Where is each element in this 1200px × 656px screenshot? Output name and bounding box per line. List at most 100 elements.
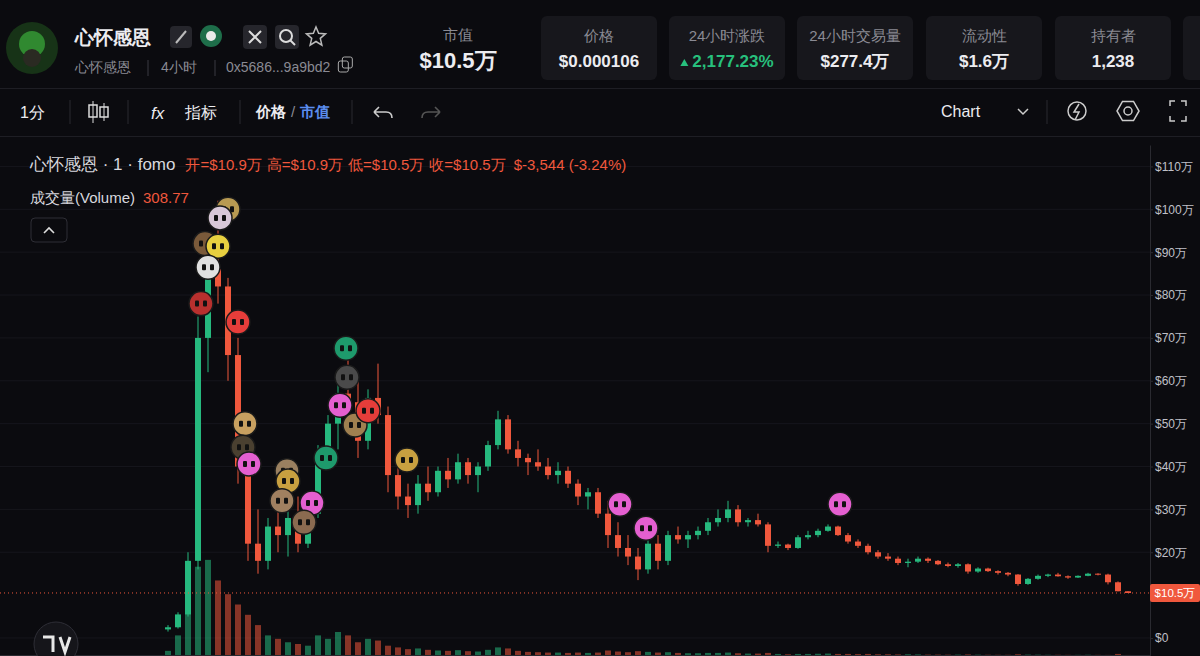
settings-icon[interactable] — [1117, 101, 1139, 120]
market-cap-label: 市值 — [443, 26, 473, 43]
y-tick: $50万 — [1150, 417, 1187, 431]
candle-body — [935, 561, 941, 564]
trade-marker[interactable] — [270, 489, 294, 513]
trade-marker-eye — [306, 500, 310, 506]
toolbar-divider — [240, 100, 241, 124]
candle-body — [755, 520, 761, 524]
trade-marker-eye — [349, 374, 353, 380]
candle-body — [465, 462, 471, 475]
trade-marker[interactable] — [328, 393, 352, 417]
candle-body — [795, 537, 801, 548]
volume-bar — [715, 653, 721, 656]
trade-marker-eye — [202, 264, 206, 270]
x-icon[interactable] — [243, 25, 267, 49]
trade-marker[interactable] — [226, 310, 250, 334]
trade-marker[interactable] — [208, 206, 232, 230]
legend-collapse-button[interactable] — [31, 218, 67, 242]
fullscreen-icon[interactable] — [1170, 101, 1186, 121]
candle-body — [495, 419, 501, 445]
trade-marker-eye — [282, 478, 286, 484]
trade-marker[interactable] — [189, 292, 213, 316]
page: 心怀感恩心怀感恩4小时0x5686...9a9bd2市值$10.5万价格$0.0… — [0, 0, 1200, 656]
y-tick: $110万 — [1150, 160, 1193, 174]
legend-volume-value: 308.77 — [143, 189, 189, 206]
edit-icon[interactable] — [170, 26, 192, 48]
favorite-icon[interactable] — [306, 27, 325, 45]
indicator-icon[interactable]: fx — [151, 104, 165, 123]
trade-marker[interactable] — [634, 516, 658, 540]
candle-body — [1095, 574, 1101, 575]
trade-marker-eye — [328, 455, 332, 461]
candle-body — [815, 531, 821, 535]
tool-icon-bolt — [1074, 104, 1079, 120]
trade-marker-eye — [245, 444, 249, 450]
candle-wick — [678, 527, 679, 544]
background — [0, 0, 1200, 656]
volume-bar — [815, 654, 821, 656]
trade-marker-eye — [349, 422, 353, 428]
trade-marker[interactable] — [196, 255, 220, 279]
volume-bar — [225, 594, 231, 656]
candle-body — [775, 545, 781, 546]
trade-marker[interactable] — [395, 448, 419, 472]
legend-volume-name: 成交量(Volume) — [30, 189, 135, 206]
volume-bar — [825, 654, 831, 656]
candle-body — [195, 338, 201, 561]
trade-marker-eye — [614, 501, 618, 507]
trade-marker[interactable] — [314, 446, 338, 470]
candle-body — [1055, 575, 1061, 577]
screen: 心怀感恩心怀感恩4小时0x5686...9a9bd2市值$10.5万价格$0.0… — [0, 0, 1200, 656]
undo-button[interactable] — [374, 107, 392, 118]
trade-marker[interactable] — [233, 412, 257, 436]
redo-button[interactable] — [422, 107, 440, 118]
copy-icon[interactable] — [338, 61, 348, 72]
trade-marker[interactable] — [237, 452, 261, 476]
volume-bar — [215, 580, 221, 656]
candle-body — [645, 544, 651, 570]
candle-body — [785, 545, 791, 548]
trade-marker[interactable] — [356, 399, 380, 423]
trade-marker-circle — [196, 255, 220, 279]
last-price-line — [0, 592, 1150, 593]
token-title: 心怀感恩 — [74, 27, 151, 48]
candle-body — [455, 462, 461, 479]
tool-icon[interactable] — [1068, 102, 1086, 120]
trade-marker[interactable] — [334, 336, 358, 360]
trade-marker-circle — [237, 452, 261, 476]
candle-body — [945, 564, 951, 566]
tradingview-logo[interactable] — [34, 622, 78, 656]
candle-body — [525, 458, 531, 462]
trade-marker-circle — [634, 516, 658, 540]
candle-body — [635, 557, 641, 570]
stat-box — [797, 16, 913, 80]
candle-body — [715, 518, 721, 522]
trade-marker-eye — [409, 457, 413, 463]
stat-label: 流动性 — [962, 27, 1007, 44]
mcap-toggle[interactable]: 市值 — [299, 103, 330, 120]
volume-bar — [305, 646, 311, 656]
legend: 心怀感恩 · 1 · fomo开=$10.9万高=$10.9万低=$10.5万收… — [29, 155, 626, 242]
candle-body — [575, 484, 581, 497]
trade-marker-eye — [251, 461, 255, 467]
trade-marker[interactable] — [335, 365, 359, 389]
chart-select[interactable]: Chart — [941, 103, 981, 120]
candle-body — [275, 527, 281, 536]
price-toggle[interactable]: 价格 — [255, 103, 287, 120]
trade-marker-eye — [247, 421, 251, 427]
candle-icon[interactable] — [89, 105, 97, 117]
candle-body — [725, 509, 731, 518]
trade-marker[interactable] — [292, 510, 316, 534]
chain-icon[interactable] — [200, 25, 222, 47]
indicators-button[interactable]: 指标 — [184, 104, 217, 121]
volume-bar — [745, 654, 751, 656]
trade-marker-eye — [622, 501, 626, 507]
grid-line — [0, 423, 1150, 424]
token-logo[interactable] — [6, 22, 58, 74]
interval-button[interactable]: 1分 — [20, 104, 45, 121]
stat-value: 1,238 — [1092, 52, 1135, 71]
y-tick-label: $60万 — [1155, 374, 1187, 388]
search-icon[interactable] — [275, 25, 299, 49]
y-tick-mark — [1150, 166, 1153, 167]
trade-marker[interactable] — [828, 492, 852, 516]
trade-marker[interactable] — [608, 492, 632, 516]
